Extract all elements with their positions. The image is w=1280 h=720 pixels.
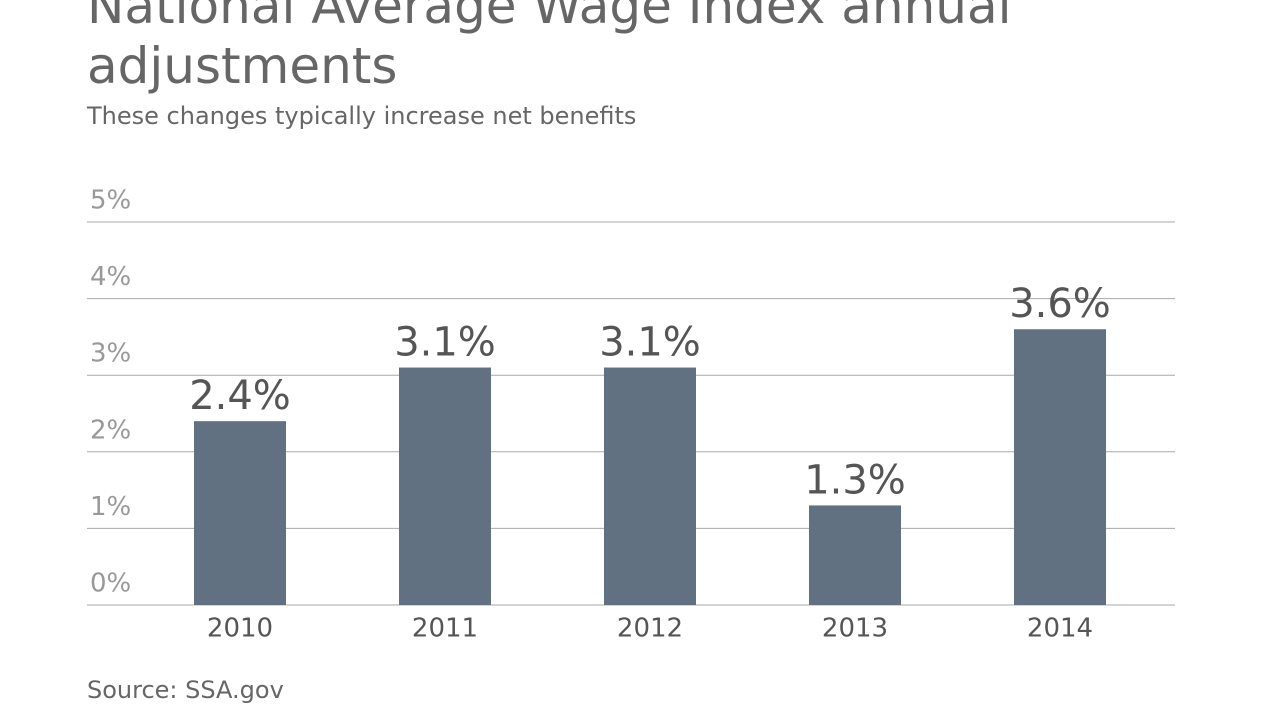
chart-title: National Average Wage Index annual adjus…: [87, 0, 1012, 95]
chart-subtitle: These changes typically increase net ben…: [87, 102, 637, 130]
x-tick-label: 2013: [822, 614, 888, 644]
value-label: 3.6%: [1009, 281, 1111, 327]
x-tick-label: 2011: [412, 614, 478, 644]
value-label: 1.3%: [804, 457, 906, 503]
bar: [194, 421, 286, 605]
source-note: Source: SSA.gov: [87, 676, 284, 704]
x-tick-label: 2014: [1027, 614, 1093, 644]
y-tick-label: 2%: [90, 415, 131, 445]
bar: [1014, 329, 1106, 605]
bar: [604, 367, 696, 605]
value-label: 3.1%: [394, 320, 496, 366]
y-tick-label: 0%: [90, 569, 131, 599]
x-tick-label: 2010: [207, 614, 273, 644]
y-tick-label: 1%: [90, 492, 131, 522]
bar: [399, 367, 491, 605]
y-tick-label: 3%: [90, 339, 131, 369]
value-label: 3.1%: [599, 320, 701, 366]
y-tick-label: 4%: [90, 262, 131, 292]
y-tick-label: 5%: [90, 186, 131, 216]
x-tick-label: 2012: [617, 614, 683, 644]
value-label: 2.4%: [189, 373, 291, 419]
bar: [809, 505, 901, 605]
